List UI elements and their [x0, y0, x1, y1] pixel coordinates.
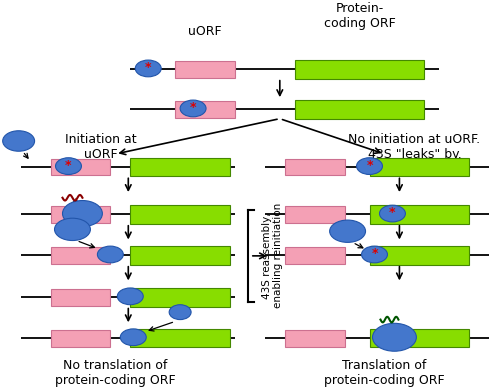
- Bar: [175, 101, 235, 118]
- Ellipse shape: [136, 60, 161, 77]
- Bar: [130, 205, 230, 224]
- Ellipse shape: [380, 205, 406, 222]
- Bar: [295, 60, 424, 79]
- Bar: [130, 329, 230, 347]
- Bar: [130, 288, 230, 307]
- Ellipse shape: [2, 131, 34, 151]
- Ellipse shape: [330, 220, 366, 242]
- Ellipse shape: [169, 305, 191, 319]
- Bar: [370, 205, 469, 224]
- Bar: [50, 330, 110, 347]
- Text: uORF: uORF: [188, 25, 222, 38]
- Ellipse shape: [180, 100, 206, 117]
- Bar: [175, 61, 235, 78]
- Bar: [370, 246, 469, 265]
- Text: *: *: [190, 101, 196, 114]
- Bar: [50, 247, 110, 264]
- Bar: [285, 247, 344, 264]
- Text: Translation of
protein-coding ORF: Translation of protein-coding ORF: [324, 359, 445, 387]
- Bar: [370, 329, 469, 347]
- Ellipse shape: [362, 246, 388, 263]
- Text: *: *: [372, 247, 378, 260]
- Ellipse shape: [372, 323, 416, 351]
- Text: No translation of
protein-coding ORF: No translation of protein-coding ORF: [55, 359, 176, 387]
- Text: Initiation at
uORF: Initiation at uORF: [64, 132, 136, 161]
- Bar: [285, 159, 344, 175]
- Bar: [50, 159, 110, 175]
- Ellipse shape: [118, 288, 143, 305]
- Text: *: *: [145, 61, 152, 74]
- Bar: [50, 206, 110, 223]
- Bar: [285, 206, 344, 223]
- Text: Protein-
coding ORF: Protein- coding ORF: [324, 2, 396, 30]
- Bar: [50, 289, 110, 306]
- Text: 43S reassembly,
enabling reinitiation: 43S reassembly, enabling reinitiation: [262, 203, 283, 309]
- Bar: [130, 158, 230, 176]
- Ellipse shape: [62, 201, 102, 227]
- Ellipse shape: [120, 329, 146, 346]
- Text: *: *: [366, 159, 373, 172]
- Ellipse shape: [98, 246, 124, 263]
- Ellipse shape: [54, 218, 90, 241]
- Text: No initiation at uORF.
43S "leaks" by.: No initiation at uORF. 43S "leaks" by.: [348, 132, 480, 161]
- Bar: [370, 158, 469, 176]
- Bar: [285, 330, 344, 347]
- Text: *: *: [389, 206, 396, 219]
- Ellipse shape: [356, 158, 382, 174]
- Bar: [130, 246, 230, 265]
- Bar: [295, 100, 424, 119]
- Ellipse shape: [56, 158, 82, 174]
- Text: *: *: [65, 159, 71, 172]
